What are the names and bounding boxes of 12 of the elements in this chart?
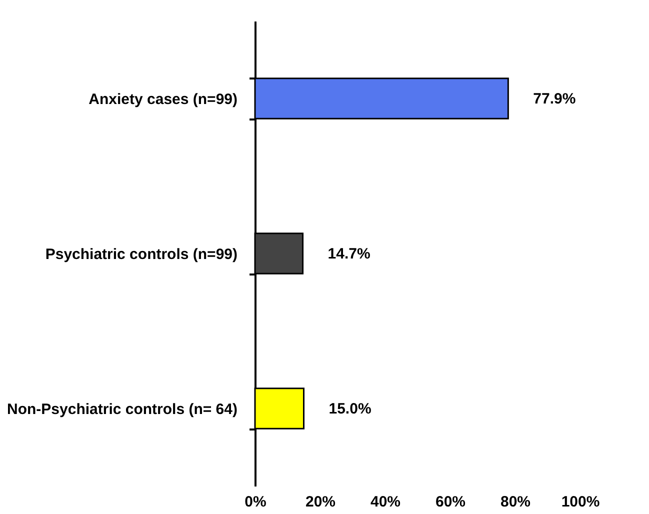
x-tick-label: 60%	[435, 494, 466, 510]
y-tick-label: Non-Psychiatric controls (n= 64)	[7, 401, 238, 418]
x-tick-label: 0%	[244, 494, 266, 510]
x-tick-label: 40%	[370, 494, 401, 510]
data-label: 15.0%	[328, 400, 372, 418]
y-tick-label: Psychiatric controls (n=99)	[45, 246, 238, 263]
x-tick-label: 80%	[500, 494, 531, 510]
x-tick-label: 20%	[305, 494, 336, 510]
data-label: 14.7%	[328, 246, 370, 262]
x-tick-label: 100%	[561, 494, 600, 510]
data-label: 77.9%	[533, 90, 576, 108]
y-tick-label: Anxiety cases (n=99)	[88, 91, 238, 108]
